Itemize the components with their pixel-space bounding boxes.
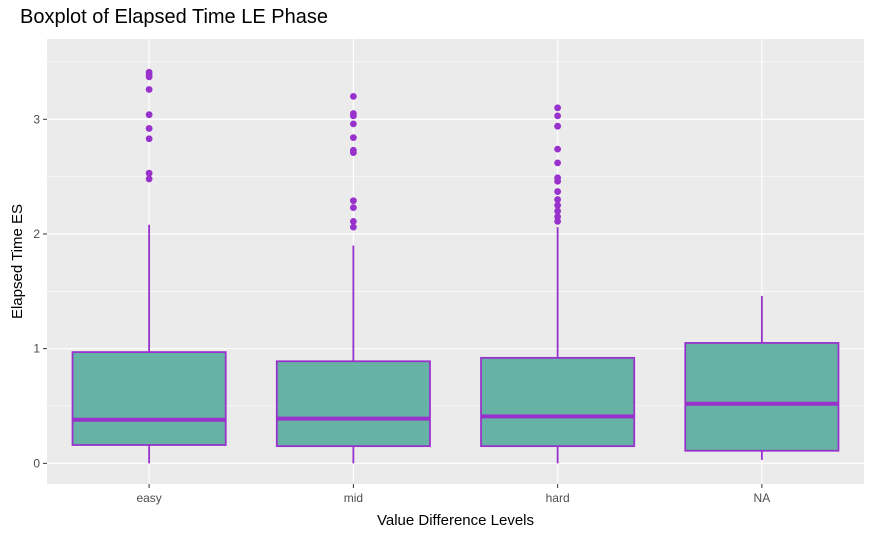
outlier-point	[349, 197, 357, 205]
outlier-point	[349, 134, 357, 142]
box-easy	[71, 68, 227, 464]
y-tick-label: 2	[33, 227, 40, 241]
outlier-point	[349, 120, 357, 128]
outlier-point	[554, 174, 562, 182]
outlier-point	[349, 204, 357, 211]
box-NA	[684, 295, 840, 460]
outlier-point	[145, 125, 153, 132]
outlier-point	[145, 86, 153, 93]
iqr-box	[684, 342, 840, 452]
box-mid	[275, 92, 431, 464]
outlier-point	[349, 223, 357, 231]
y-tick-label: 3	[33, 112, 40, 126]
x-axis-title: Value Difference Levels	[377, 512, 534, 529]
iqr-box	[480, 356, 636, 448]
outlier-point	[145, 169, 153, 177]
outlier-point	[554, 104, 562, 112]
boxes	[71, 68, 840, 464]
y-tick-label: 1	[33, 342, 40, 356]
box-hard	[480, 104, 636, 464]
outlier-point	[145, 111, 153, 119]
outlier-point	[554, 207, 562, 215]
x-tick-label: easy	[136, 491, 161, 505]
outlier-point	[349, 110, 357, 117]
outlier-point	[554, 196, 562, 203]
outlier-point	[554, 213, 562, 221]
x-tick-label: hard	[546, 491, 570, 505]
outlier-point	[349, 217, 357, 225]
chart-title: Boxplot of Elapsed Time LE Phase	[20, 6, 328, 28]
iqr-box	[275, 360, 431, 448]
outlier-point	[554, 122, 562, 130]
x-tick-label: mid	[344, 491, 363, 505]
outlier-point	[349, 92, 357, 100]
outlier-point	[554, 159, 562, 167]
axes: 0 1 2 3 easy mid hard NA	[33, 112, 770, 505]
y-axis-title: Elapsed Time ES	[9, 204, 26, 319]
outlier-point	[145, 68, 153, 76]
outlier-point	[145, 175, 153, 183]
outlier-point	[554, 112, 562, 120]
outlier-point	[554, 201, 562, 209]
y-tick-label: 0	[33, 456, 40, 470]
iqr-box	[71, 351, 227, 446]
x-tick-label: NA	[754, 491, 771, 505]
outlier-point	[145, 135, 153, 143]
outlier-point	[554, 145, 562, 153]
outlier-point	[554, 188, 562, 195]
outlier-point	[349, 146, 357, 154]
